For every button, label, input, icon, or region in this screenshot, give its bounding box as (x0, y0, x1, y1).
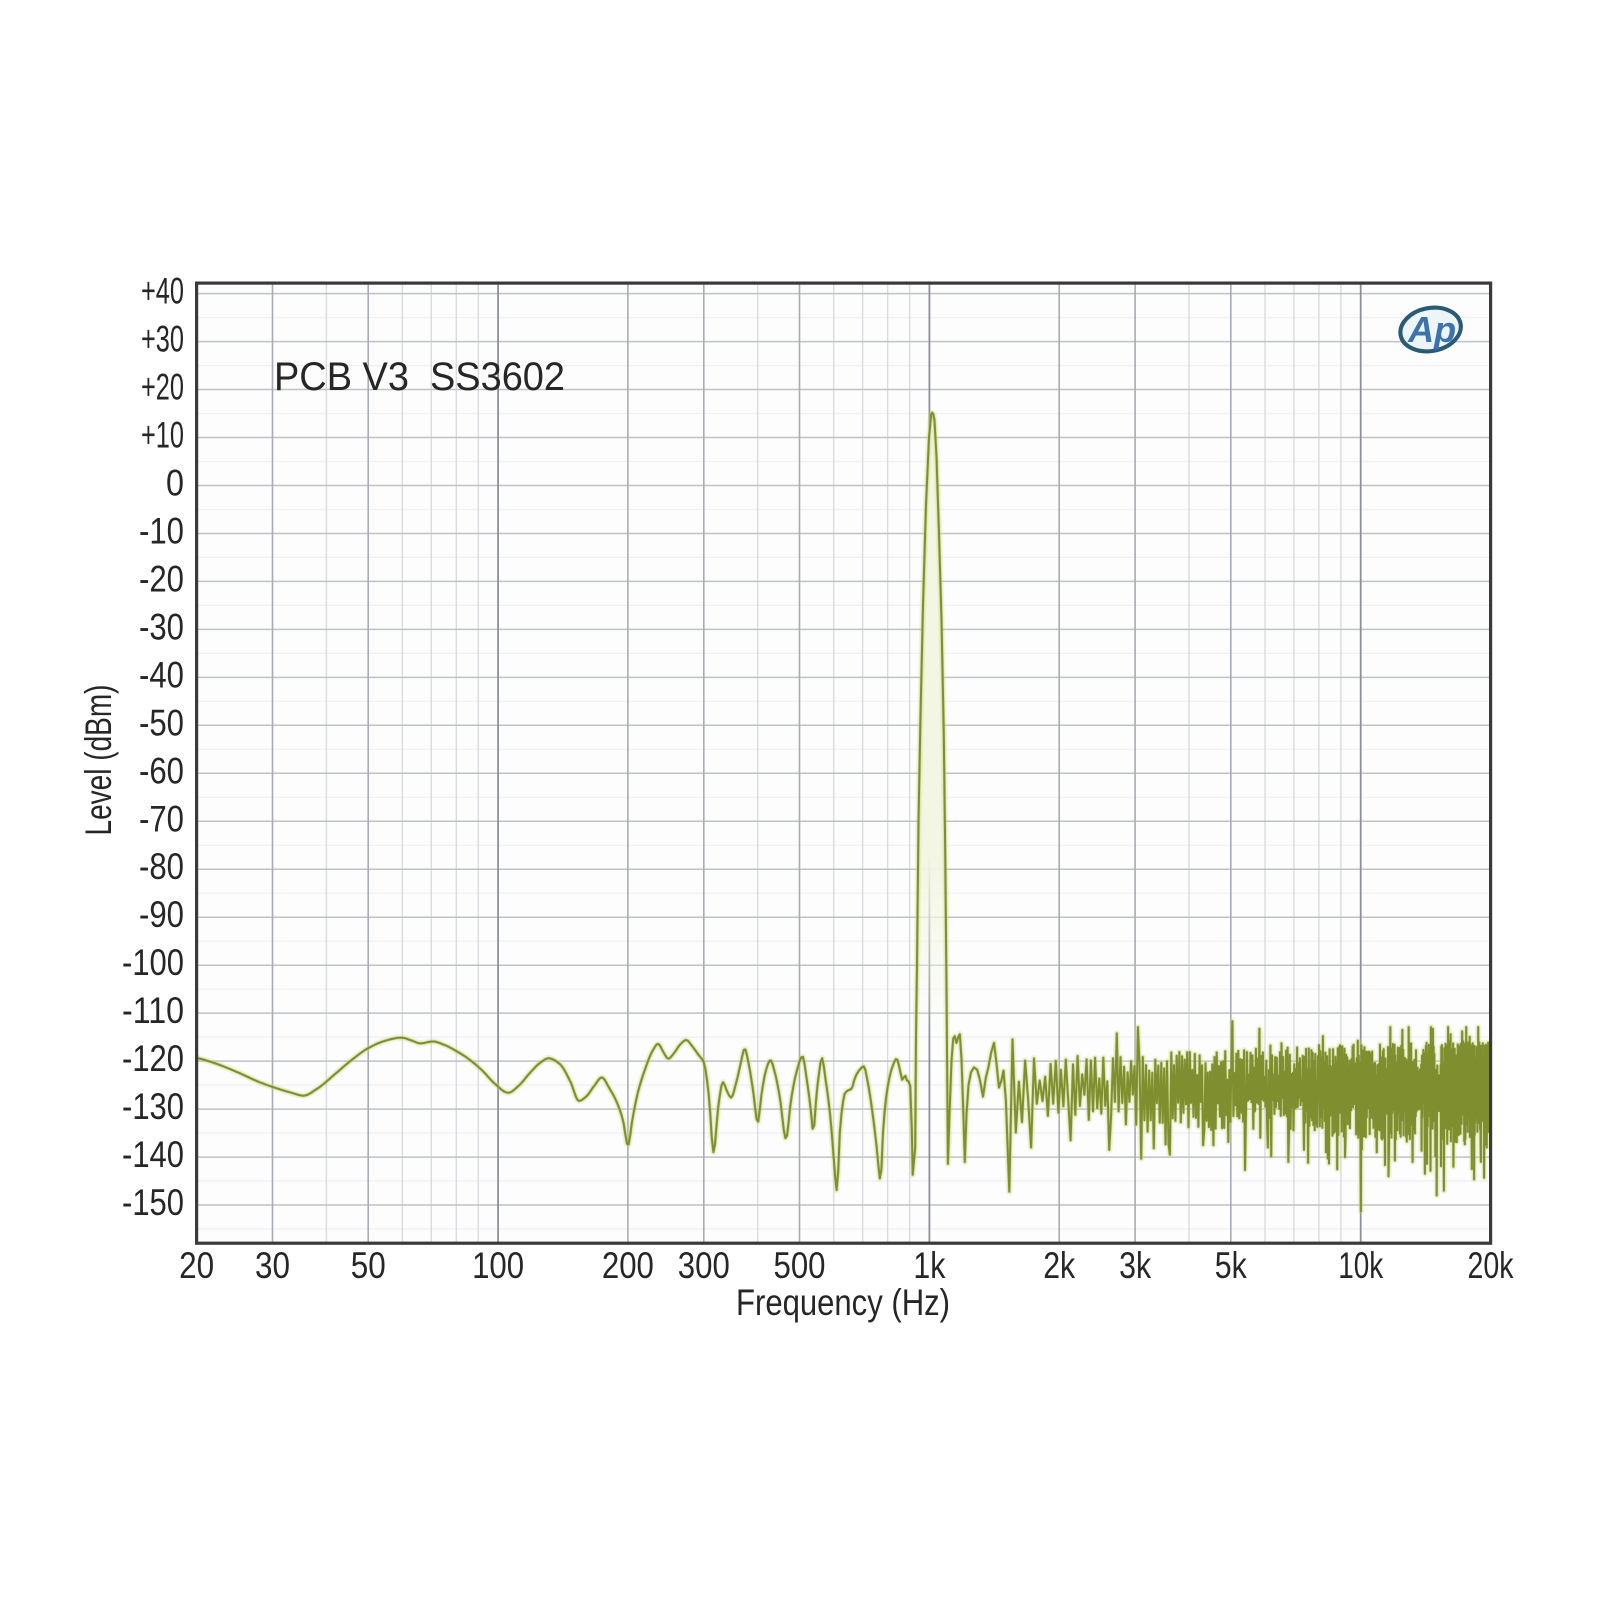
svg-text:-50: -50 (139, 702, 184, 743)
svg-text:-90: -90 (139, 894, 184, 935)
svg-text:300: 300 (678, 1245, 730, 1286)
svg-text:20k: 20k (1468, 1245, 1514, 1286)
svg-text:-140: -140 (122, 1134, 184, 1175)
svg-text:-70: -70 (139, 798, 184, 839)
svg-text:5k: 5k (1215, 1245, 1247, 1286)
svg-text:+40: +40 (141, 271, 184, 312)
svg-text:3k: 3k (1119, 1245, 1151, 1286)
svg-text:10k: 10k (1338, 1245, 1383, 1286)
svg-text:-30: -30 (139, 606, 184, 647)
svg-text:Ap: Ap (1407, 309, 1456, 350)
svg-text:-100: -100 (122, 942, 184, 983)
svg-text:Level (dBm): Level (dBm) (78, 685, 119, 836)
svg-text:-20: -20 (139, 558, 184, 599)
svg-text:-80: -80 (139, 846, 184, 887)
svg-text:PCB V3 SS3602: PCB V3 SS3602 (274, 355, 565, 399)
svg-text:2k: 2k (1043, 1245, 1075, 1286)
svg-text:0: 0 (166, 463, 184, 504)
svg-text:-110: -110 (122, 990, 184, 1031)
svg-text:-10: -10 (139, 511, 184, 552)
svg-text:500: 500 (774, 1245, 826, 1286)
svg-text:-150: -150 (122, 1182, 184, 1223)
svg-text:50: 50 (351, 1245, 386, 1286)
svg-text:1k: 1k (913, 1245, 945, 1286)
svg-text:+10: +10 (141, 415, 184, 456)
svg-text:Frequency (Hz): Frequency (Hz) (736, 1282, 950, 1323)
svg-text:100: 100 (472, 1245, 524, 1286)
svg-text:+30: +30 (141, 319, 184, 360)
svg-text:200: 200 (602, 1245, 654, 1286)
svg-text:20: 20 (179, 1245, 214, 1286)
svg-text:-130: -130 (122, 1086, 184, 1127)
svg-text:-40: -40 (139, 654, 184, 695)
svg-text:30: 30 (255, 1245, 290, 1286)
svg-text:-60: -60 (139, 750, 184, 791)
svg-text:+20: +20 (141, 367, 184, 408)
svg-text:-120: -120 (122, 1038, 184, 1079)
